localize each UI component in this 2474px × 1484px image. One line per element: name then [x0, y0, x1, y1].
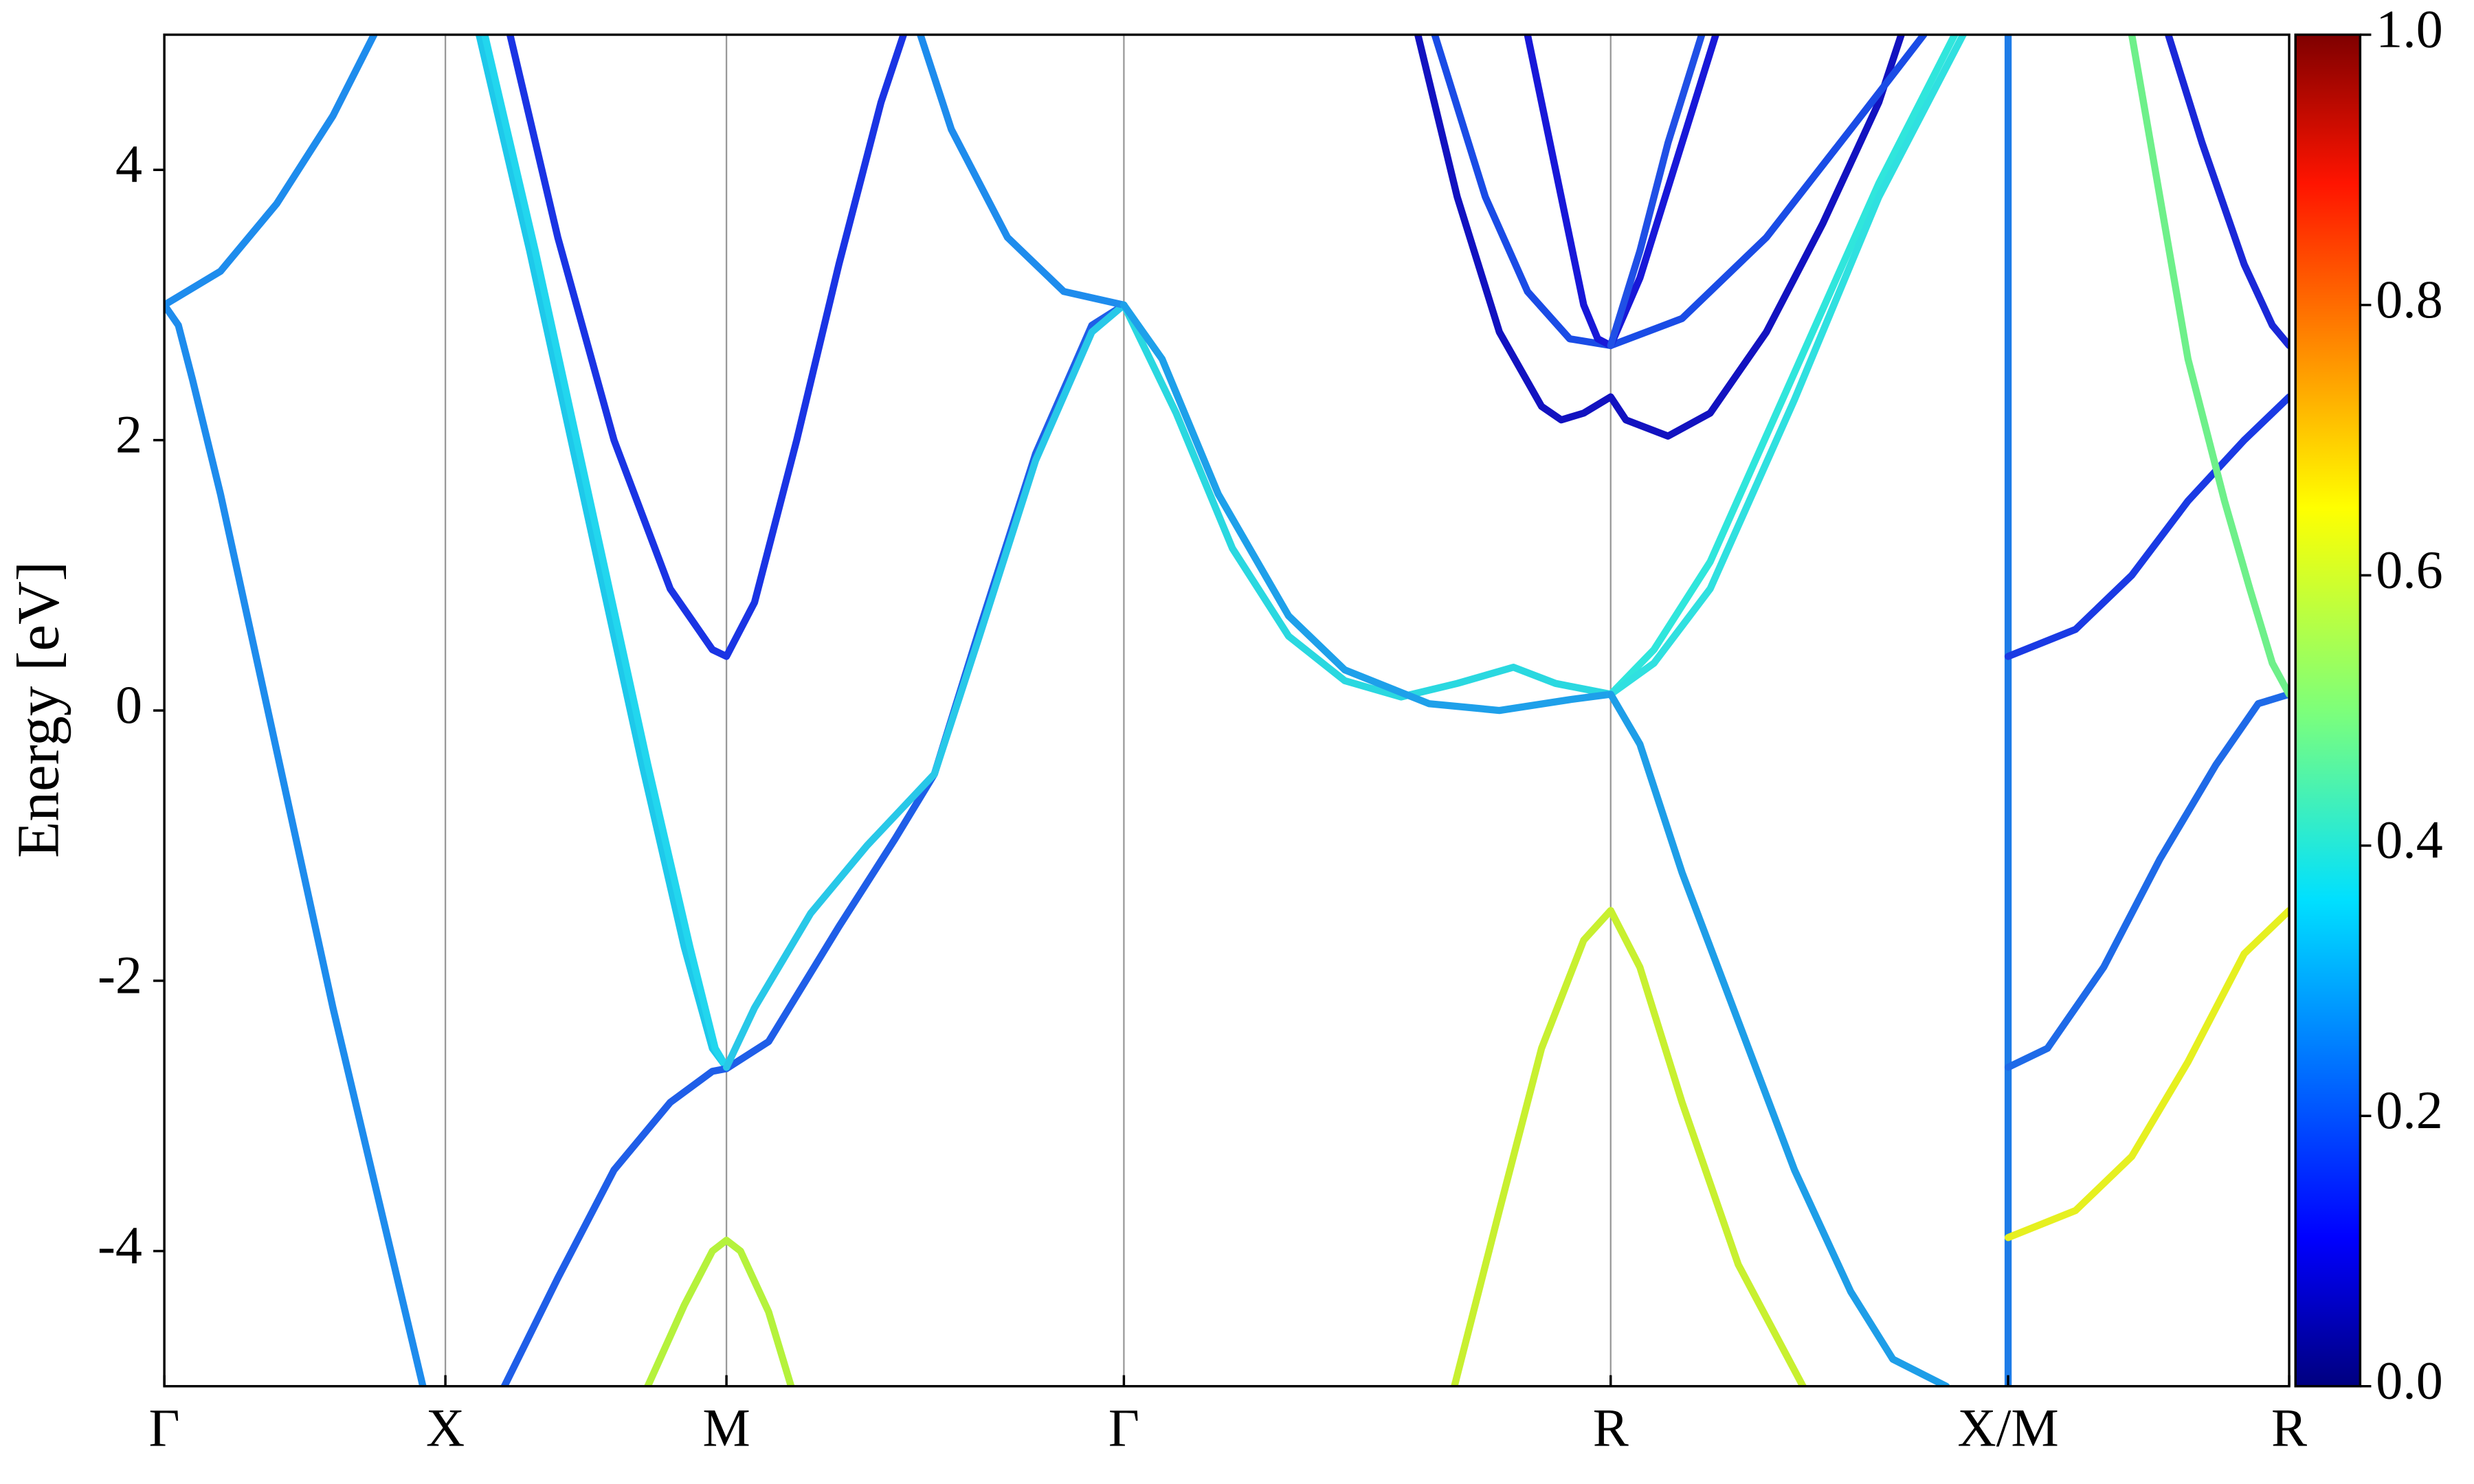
y-tick-label: -2 — [98, 945, 142, 1004]
axes: Γ X M Γ R X/M R -4 -2 0 2 4 0.0 0.2 0.4 0.6 0.8 1.0 — [98, 0, 2443, 1457]
band-line — [917, 34, 1128, 309]
band-line — [2165, 34, 2290, 350]
x-tick-label: R — [1593, 1397, 1629, 1457]
band-line — [164, 301, 427, 1386]
x-tick-label: M — [702, 1397, 750, 1457]
band-line — [1607, 690, 1950, 1386]
y-axis-label: Energy [eV] — [5, 561, 71, 858]
colorbar — [2294, 33, 2362, 1388]
band-line — [1524, 34, 1719, 350]
x-tick-label: X — [426, 1397, 465, 1457]
band-line — [1120, 301, 1614, 701]
band-line — [2004, 690, 2290, 1071]
x-tick-label: X/M — [1957, 1397, 2058, 1457]
band-line — [1451, 907, 1807, 1386]
band-line — [506, 34, 907, 660]
colorbar-tick-label: 0.4 — [2376, 810, 2443, 870]
band-line — [2128, 34, 2290, 698]
band-line — [722, 301, 1128, 1071]
band-line — [481, 34, 731, 1071]
band-line — [1607, 34, 1959, 698]
colorbar-tick-label: 0.0 — [2376, 1351, 2443, 1410]
colorbar-tick-label: 0.2 — [2376, 1080, 2443, 1140]
y-tick-label: -4 — [98, 1215, 142, 1275]
y-tick-label: 4 — [115, 134, 142, 194]
band-line — [1120, 301, 1614, 715]
band-line — [2004, 907, 2290, 1241]
x-tick-label: R — [2271, 1397, 2307, 1457]
bands — [164, 34, 2290, 1386]
band-line — [1414, 34, 1905, 440]
colorbar-tick-label: 1.0 — [2376, 0, 2443, 58]
y-tick-label: 2 — [115, 405, 142, 464]
x-tick-label: Γ — [149, 1397, 180, 1457]
band-line — [2004, 393, 2290, 660]
colorbar-tick-label: 0.8 — [2376, 269, 2443, 329]
y-tick-label: 0 — [115, 675, 142, 734]
band-line — [164, 34, 378, 309]
colorbar-tick-label: 0.6 — [2376, 539, 2443, 599]
x-tick-label: Γ — [1108, 1397, 1139, 1457]
band-line — [1607, 34, 1706, 350]
band-line — [1607, 34, 1967, 698]
band-line — [644, 1237, 795, 1386]
